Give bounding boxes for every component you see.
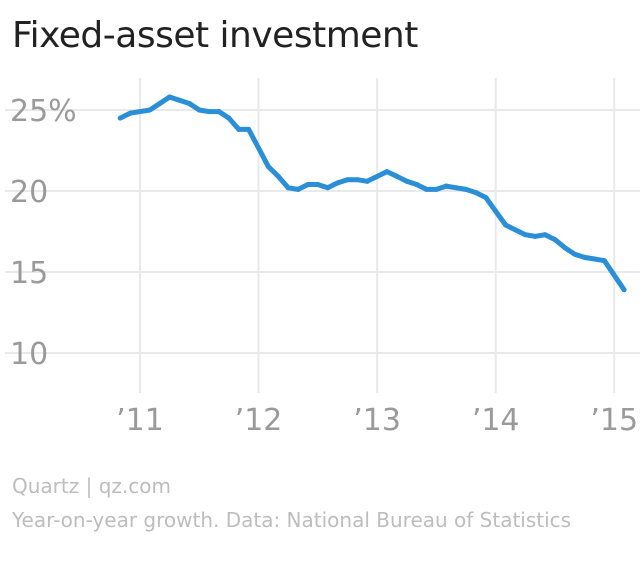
data-point xyxy=(483,195,489,200)
x-tick-label: ’13 xyxy=(353,403,401,438)
data-point xyxy=(621,287,627,293)
data-point xyxy=(582,254,588,260)
data-point xyxy=(473,190,479,196)
data-point xyxy=(572,251,578,257)
y-tick-label: 15 xyxy=(10,256,48,291)
data-point xyxy=(325,185,331,191)
data-point xyxy=(295,186,301,192)
data-point xyxy=(177,97,182,103)
data-point xyxy=(394,173,400,179)
data-point xyxy=(147,107,153,113)
data-point xyxy=(552,237,558,243)
data-point xyxy=(443,183,449,189)
data-point xyxy=(196,107,202,113)
data-point xyxy=(592,256,597,262)
data-point xyxy=(542,232,548,238)
x-axis-ticks: ’11 ’12 ’13 ’14 ’15 xyxy=(116,403,638,438)
chart-title: Fixed-asset investment xyxy=(12,15,418,56)
data-point xyxy=(364,178,370,184)
data-point xyxy=(562,245,568,251)
data-point xyxy=(315,182,321,187)
x-tick-label: ’12 xyxy=(235,403,283,438)
data-point xyxy=(236,126,242,132)
data-point xyxy=(265,164,271,170)
data-point xyxy=(384,169,390,175)
data-point xyxy=(226,115,232,121)
x-tick-label: ’11 xyxy=(116,403,164,438)
data-point xyxy=(463,186,469,192)
x-tick-label: ’15 xyxy=(590,403,638,438)
data-note: Year-on-year growth. Data: National Bure… xyxy=(12,508,572,532)
data-point xyxy=(216,109,222,115)
data-point xyxy=(512,227,518,233)
series-line xyxy=(119,94,627,292)
series-layer xyxy=(117,94,627,293)
data-point xyxy=(206,109,212,115)
data-point xyxy=(414,182,420,187)
data-point xyxy=(127,110,133,116)
data-point xyxy=(167,94,173,100)
data-point xyxy=(503,222,509,228)
data-point xyxy=(275,173,281,179)
data-point xyxy=(345,177,350,183)
data-point xyxy=(305,182,311,187)
data-point xyxy=(186,101,192,106)
line-chart: 25% 20 15 10 ’11 ’12 ’13 ’14 ’15 xyxy=(5,78,640,438)
data-point xyxy=(532,233,538,239)
data-point xyxy=(601,258,607,264)
x-tick-label: ’14 xyxy=(472,403,520,438)
data-point xyxy=(404,178,410,184)
grid-layer xyxy=(5,78,640,393)
y-tick-label: 20 xyxy=(10,175,48,210)
source-credit: Quartz | qz.com xyxy=(12,474,171,498)
data-point xyxy=(117,115,123,121)
y-tick-label: 25% xyxy=(10,94,77,129)
data-point xyxy=(246,126,252,132)
data-point xyxy=(433,186,439,192)
data-point xyxy=(453,185,459,191)
data-point xyxy=(522,232,528,238)
data-point xyxy=(354,177,360,183)
data-point xyxy=(424,186,429,192)
data-point xyxy=(285,185,291,191)
data-point xyxy=(157,101,163,106)
y-axis-ticks: 25% 20 15 10 xyxy=(10,94,77,372)
data-point xyxy=(335,180,341,186)
y-tick-label: 10 xyxy=(10,337,48,372)
